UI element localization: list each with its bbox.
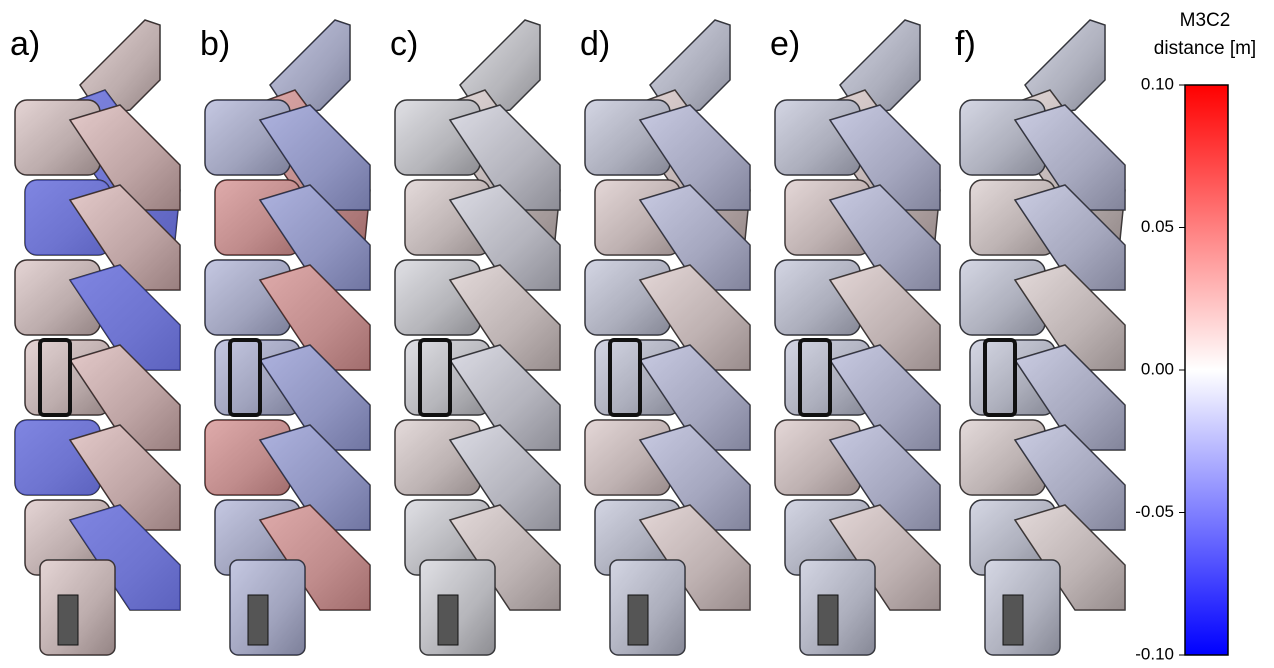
colorbar-title: M3C2 [1180, 10, 1231, 31]
tick-label: 0.00 [1141, 359, 1174, 378]
tick-label: -0.05 [1135, 502, 1174, 521]
tick-label: -0.10 [1135, 644, 1174, 663]
slot [628, 595, 648, 645]
slot [1003, 595, 1023, 645]
slot [58, 595, 78, 645]
panel: c) [390, 20, 560, 655]
panel-label: c) [390, 25, 418, 63]
slot [438, 595, 458, 645]
tick-label: 0.05 [1141, 217, 1174, 236]
panel-label: f) [955, 25, 976, 63]
panel-label: d) [580, 25, 610, 63]
colorbar-bar [1185, 85, 1228, 655]
panels: a) b) c) d) e) f) [10, 20, 1125, 655]
panel: b) [200, 20, 370, 655]
colorbar-title: distance [m] [1154, 38, 1256, 59]
figure: a) b) c) d) e) f) M3C2 distance [m] 0.10 0.05 0… [0, 0, 1274, 668]
panel: d) [580, 20, 750, 655]
panel: e) [770, 20, 940, 655]
panel-label: e) [770, 25, 800, 63]
panel: a) [10, 20, 180, 655]
tick-label: 0.10 [1141, 74, 1174, 93]
panel-label: a) [10, 25, 40, 63]
colorbar: M3C2 distance [m] 0.10 0.05 0.00 -0.05 -0.10 [1135, 10, 1256, 663]
panel-label: b) [200, 25, 230, 63]
slot [248, 595, 268, 645]
panel: f) [955, 20, 1125, 655]
slot [818, 595, 838, 645]
